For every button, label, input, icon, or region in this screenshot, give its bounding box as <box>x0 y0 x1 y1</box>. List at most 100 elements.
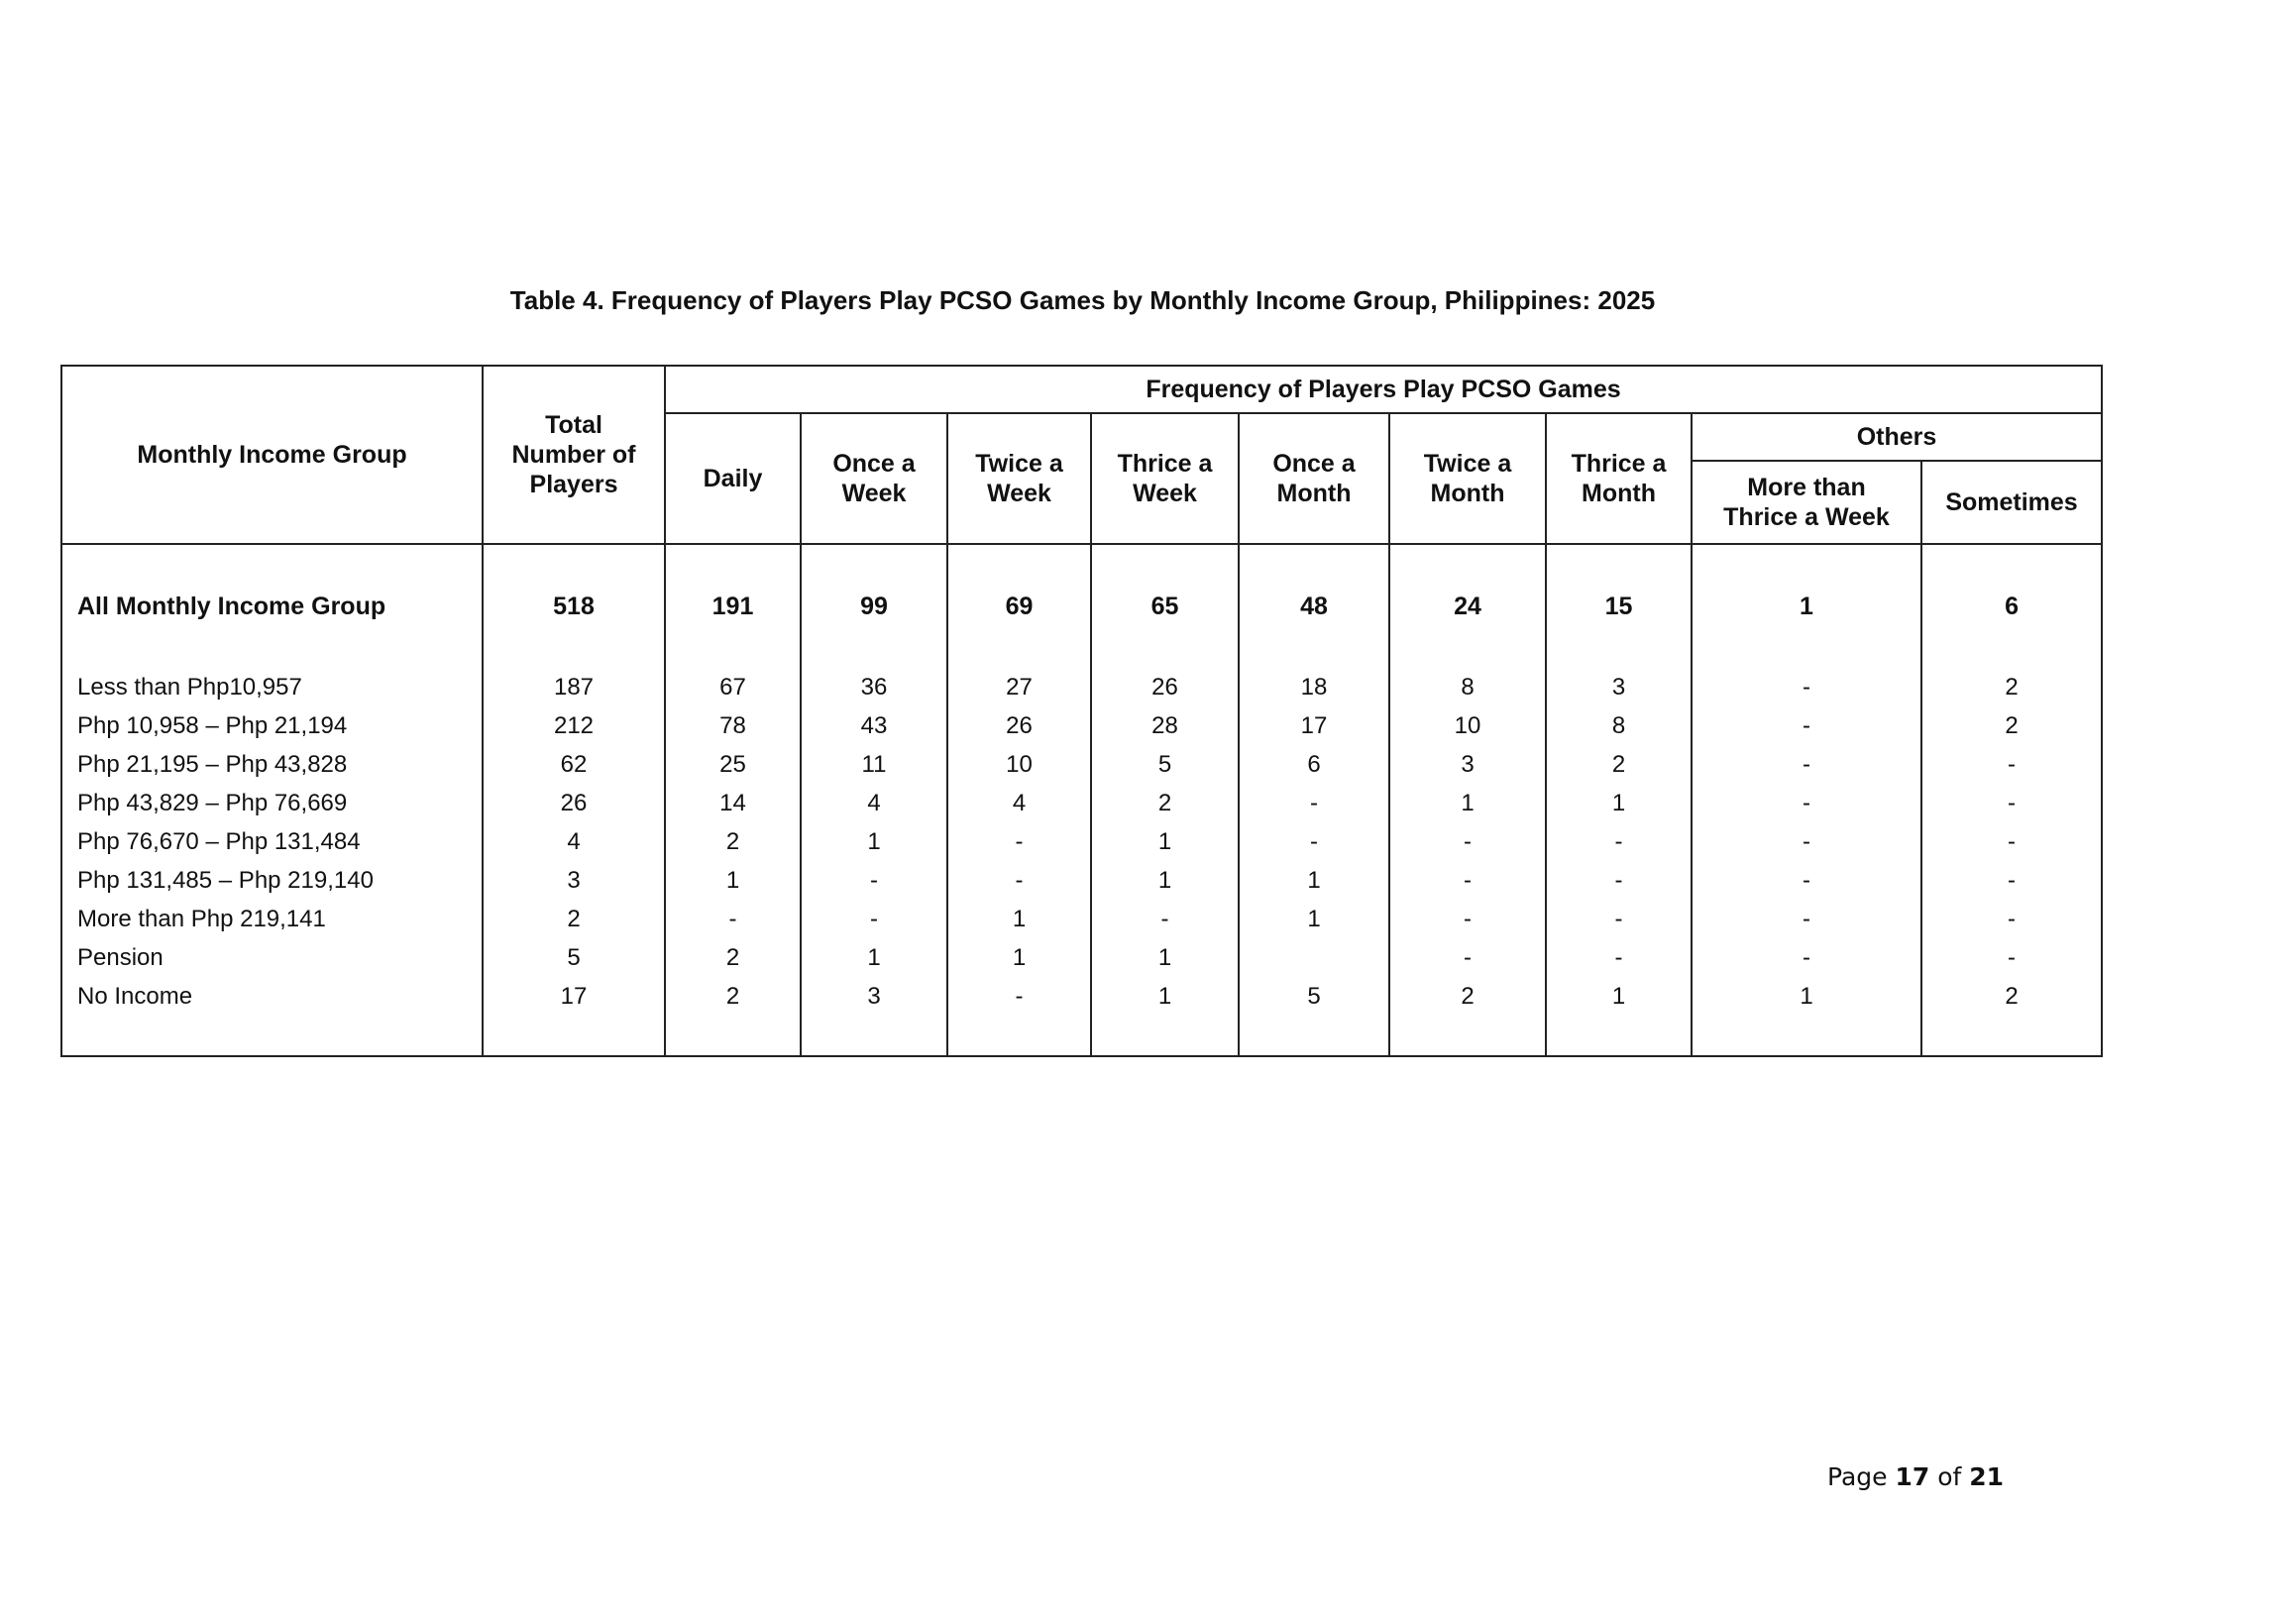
table-cell: - <box>800 861 948 900</box>
table-cell: 2 <box>1919 668 2104 706</box>
table-cell: 191 <box>664 544 802 668</box>
table-cell: - <box>664 900 802 938</box>
table-cell: 2 <box>664 977 802 1016</box>
row-label: Php 21,195 – Php 43,828 <box>60 745 484 784</box>
table-cell: 2 <box>1919 977 2104 1016</box>
table-row: No Income 17 2 3-1 5 2 1 1 2 <box>60 977 2104 1016</box>
row-label: More than Php 219,141 <box>60 900 484 938</box>
table-cell: 28 <box>1090 706 1240 745</box>
table-body: All Monthly Income Group 518 191 99 69 65 48 24… <box>60 544 2104 1056</box>
table-cell: 1 <box>1238 900 1390 938</box>
table-cell: 1 <box>800 822 948 861</box>
table-cell: 36 <box>800 668 948 706</box>
table-cell: 8 <box>1388 668 1547 706</box>
table-cell: - <box>1238 784 1390 822</box>
table-cell: 18 <box>1238 668 1390 706</box>
table-cell: 4 <box>800 784 948 822</box>
table-row-total: All Monthly Income Group 518 191 99 69 65 48 24… <box>60 544 2104 668</box>
header-daily: Daily <box>664 412 802 545</box>
table-cell: 6 <box>1238 745 1390 784</box>
header-thrice-week: Thrice a Week <box>1090 412 1240 545</box>
table-cell: 2 <box>1090 784 1240 822</box>
table-cell: 10 <box>1388 706 1547 745</box>
header-sometimes: Sometimes <box>1919 460 2104 545</box>
table-cell: - <box>1691 822 1922 861</box>
header-others: Others <box>1690 412 2104 462</box>
table-cell: 187 <box>482 668 666 706</box>
table-row: More than Php 219,141 2- -1-1- - - - <box>60 900 2104 938</box>
table-cell: 26 <box>1090 668 1240 706</box>
table-cell: - <box>1388 861 1547 900</box>
table-cell: 99 <box>800 544 948 668</box>
table-cell: 3 <box>482 861 666 900</box>
table-cell: 1 <box>1388 784 1547 822</box>
table-cell: - <box>1919 822 2104 861</box>
table-cell: 1 <box>1090 938 1240 977</box>
header-more-than-thrice: More than Thrice a Week <box>1691 460 1922 545</box>
empty-cell <box>1388 1016 1547 1056</box>
table-cell: 62 <box>482 745 666 784</box>
table-cell: 43 <box>800 706 948 745</box>
table-cell: - <box>1919 900 2104 938</box>
table-row: Php 76,670 – Php 131,484 4 2 1-1- - - - - <box>60 822 2104 861</box>
table-cell: 5 <box>1090 745 1240 784</box>
table-row: Php 10,958 – Php 21,194 212 78 43 26 28 17 10 8-… <box>60 706 2104 745</box>
table-cell: - <box>1545 822 1693 861</box>
table-cell: - <box>1919 861 2104 900</box>
table-cell: 8 <box>1545 706 1693 745</box>
table-cell: 1 <box>664 861 802 900</box>
table-cell: 78 <box>664 706 802 745</box>
empty-cell <box>800 1016 948 1056</box>
table-cell: 3 <box>1388 745 1547 784</box>
table-cell: - <box>1691 900 1922 938</box>
table-cell: 17 <box>1238 706 1390 745</box>
table-cell: 67 <box>664 668 802 706</box>
table-row: Php 21,195 – Php 43,828 62 25 11 10 5 6 3 2- - <box>60 745 2104 784</box>
table-cell: - <box>800 900 948 938</box>
header-frequency: Frequency of Players Play PCSO Games <box>663 365 2104 414</box>
table-cell: - <box>1545 861 1693 900</box>
table-cell: 2 <box>1545 745 1693 784</box>
page-number: Page 17 of 21 <box>1827 1462 2004 1491</box>
table-row: Php 131,485 – Php 219,140 3 1- -1 1- - - - <box>60 861 2104 900</box>
table-cell: 26 <box>946 706 1092 745</box>
table-cell: - <box>1388 900 1547 938</box>
table-cell: - <box>1691 784 1922 822</box>
table-cell: - <box>946 822 1092 861</box>
table-cell: 4 <box>482 822 666 861</box>
table-cell: 2 <box>664 938 802 977</box>
table-cell: - <box>1691 861 1922 900</box>
row-label: Php 131,485 – Php 219,140 <box>60 861 484 900</box>
table-cell: 69 <box>946 544 1092 668</box>
page-prefix: Page <box>1827 1462 1896 1491</box>
table-cell: 15 <box>1545 544 1693 668</box>
header-income-group: Monthly Income Group <box>60 365 484 545</box>
table-cell: 2 <box>482 900 666 938</box>
table-cell: 1 <box>1238 861 1390 900</box>
header-once-month: Once a Month <box>1238 412 1390 545</box>
table-cell: - <box>946 861 1092 900</box>
header-twice-week: Twice a Week <box>946 412 1092 545</box>
table-cell: - <box>1545 900 1693 938</box>
table-cell: 1 <box>946 900 1092 938</box>
table-cell: 24 <box>1388 544 1547 668</box>
row-label: Pension <box>60 938 484 977</box>
table-cell: - <box>1090 900 1240 938</box>
row-label: No Income <box>60 977 484 1016</box>
table-cell: - <box>1388 938 1547 977</box>
table-cell: 4 <box>946 784 1092 822</box>
empty-cell <box>60 1016 484 1056</box>
table-cell: 5 <box>482 938 666 977</box>
empty-cell <box>1919 1016 2104 1056</box>
table-cell: 6 <box>1919 544 2104 668</box>
table-cell: 1 <box>1090 977 1240 1016</box>
header-once-week: Once a Week <box>800 412 948 545</box>
table-cell: 1 <box>1090 822 1240 861</box>
table-cell: 27 <box>946 668 1092 706</box>
total-pages: 21 <box>1969 1462 2005 1491</box>
spacer-row <box>60 1016 2104 1056</box>
empty-cell <box>1090 1016 1240 1056</box>
table-cell: 26 <box>482 784 666 822</box>
table-cell: 11 <box>800 745 948 784</box>
current-page: 17 <box>1895 1462 1930 1491</box>
